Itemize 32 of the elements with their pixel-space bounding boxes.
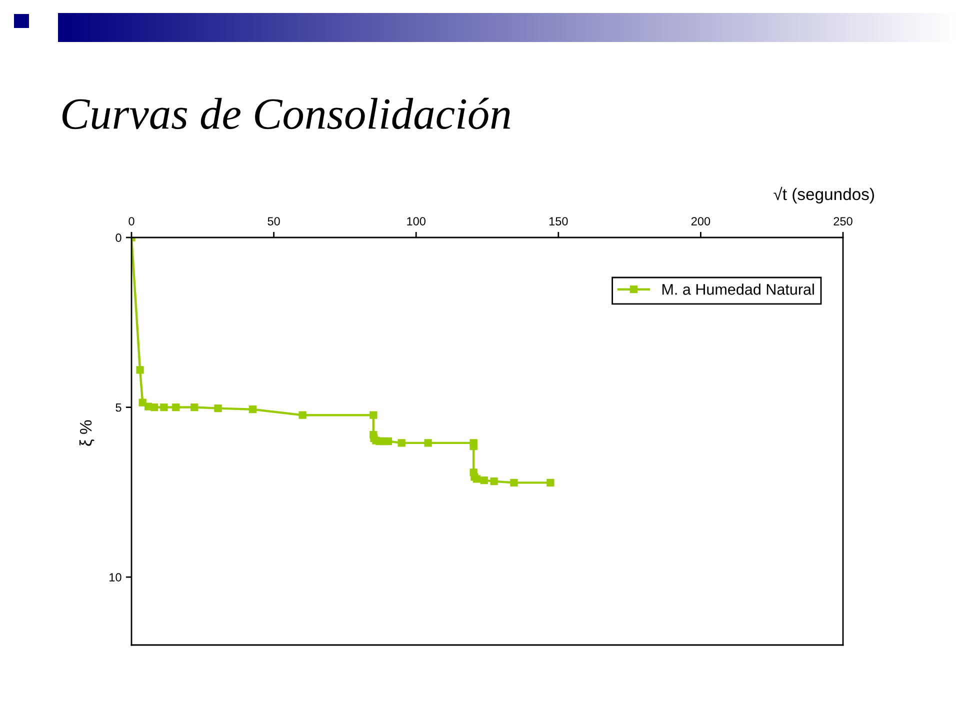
- point: [510, 478, 518, 486]
- x-tick-label: 150: [549, 217, 568, 226]
- point: [248, 406, 257, 414]
- point: [160, 403, 168, 412]
- y-tick-label: 10: [110, 573, 122, 582]
- x-tick-label: 250: [834, 217, 852, 226]
- point: [480, 476, 488, 484]
- point: [298, 411, 306, 419]
- chart-title: Curvas de Consolidación: [62, 98, 510, 130]
- point: [546, 478, 554, 486]
- legend-label: M. a Humedad Natural: [662, 284, 814, 295]
- point: [470, 442, 478, 450]
- x-axis-title: √t (segundos): [774, 186, 874, 204]
- point: [150, 403, 158, 412]
- y-tick-label: 0: [116, 234, 122, 242]
- x-tick-label: 0: [128, 217, 134, 226]
- point: [172, 403, 180, 412]
- y-axis-title: ξ %: [79, 420, 94, 446]
- x-tick-label: 100: [407, 217, 426, 226]
- point: [138, 398, 146, 406]
- point: [490, 478, 498, 486]
- point: [398, 439, 406, 447]
- point: [190, 403, 198, 412]
- x-tick-label: 50: [268, 217, 280, 226]
- point: [384, 437, 392, 446]
- point: [136, 366, 144, 374]
- point: [472, 475, 481, 483]
- point: [424, 439, 432, 447]
- point: [370, 411, 378, 419]
- y-tick-label: 5: [116, 403, 122, 412]
- x-tick-label: 200: [691, 217, 710, 226]
- point: [214, 404, 222, 412]
